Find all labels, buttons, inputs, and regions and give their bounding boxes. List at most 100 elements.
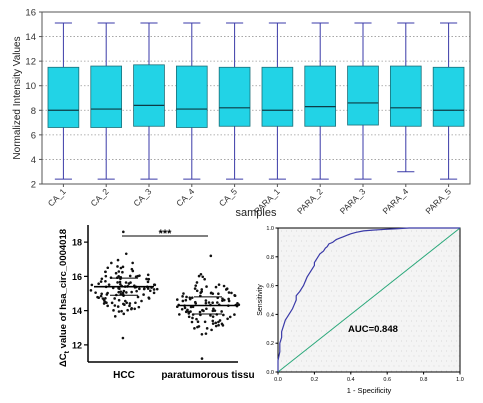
texture-dot (431, 240, 432, 242)
texture-dot (366, 350, 367, 352)
texture-dot (458, 365, 460, 367)
texture-dot (333, 235, 335, 237)
data-point (116, 265, 119, 268)
texture-dot (426, 330, 427, 332)
texture-dot (358, 295, 360, 297)
data-point (222, 298, 226, 302)
texture-dot (288, 335, 290, 337)
texture-dot (351, 330, 352, 332)
roc-x-label: 1 - Specificity (347, 386, 392, 395)
texture-dot (446, 340, 447, 342)
texture-dot (321, 260, 322, 262)
x-tick-label: CA_5 (217, 186, 239, 208)
texture-dot (378, 325, 380, 327)
texture-dot (398, 265, 400, 267)
texture-dot (408, 275, 410, 277)
texture-dot (281, 270, 282, 272)
dotplot-y-label-subscript: t (64, 350, 71, 353)
texture-dot (401, 340, 402, 342)
texture-dot (346, 340, 347, 342)
texture-dot (406, 310, 407, 312)
texture-dot (401, 280, 402, 282)
data-point (204, 301, 208, 305)
texture-dot (363, 335, 365, 337)
texture-dot (303, 335, 305, 337)
texture-dot (386, 270, 387, 272)
y-tick-label: 0.8 (266, 255, 274, 261)
texture-dot (383, 365, 385, 367)
texture-dot (298, 325, 300, 327)
texture-dot (396, 340, 397, 342)
texture-dot (356, 360, 357, 362)
texture-dot (391, 240, 392, 242)
roc-reference-line (277, 227, 461, 373)
texture-dot (378, 305, 380, 307)
texture-dot (403, 275, 405, 277)
data-point (138, 287, 141, 291)
texture-dot (426, 230, 427, 232)
texture-dot (336, 300, 337, 302)
texture-dot (446, 330, 447, 332)
data-point (104, 274, 108, 278)
texture-dot (446, 270, 447, 272)
data-point (193, 300, 197, 304)
texture-dot (396, 260, 397, 262)
texture-dot (328, 265, 330, 267)
texture-dot (326, 360, 327, 362)
texture-dot (286, 250, 287, 252)
texture-dot (453, 315, 455, 317)
box-ca-5 (218, 22, 251, 180)
texture-dot (373, 245, 375, 247)
y-tick-label: 14 (72, 306, 82, 316)
texture-dot (293, 295, 295, 297)
texture-dot (446, 350, 447, 352)
texture-dot (406, 290, 407, 292)
texture-dot (378, 265, 380, 267)
texture-dot (436, 280, 437, 282)
texture-dot (316, 270, 317, 272)
texture-dot (383, 315, 385, 317)
box-para-1 (261, 22, 294, 180)
data-point (133, 307, 136, 311)
data-point (226, 317, 229, 321)
texture-dot (376, 240, 377, 242)
texture-dot (298, 335, 300, 337)
texture-dot (371, 360, 372, 362)
texture-dot (418, 305, 420, 307)
texture-dot (326, 270, 327, 272)
texture-dot (386, 370, 387, 372)
texture-dot (343, 265, 345, 267)
texture-dot (366, 240, 367, 242)
texture-dot (326, 290, 327, 292)
texture-dot (456, 320, 457, 322)
texture-dot (308, 305, 310, 307)
texture-dot (366, 250, 367, 252)
texture-dot (288, 275, 290, 277)
texture-dot (303, 245, 305, 247)
texture-dot (411, 350, 412, 352)
texture-dot (408, 325, 410, 327)
data-point (113, 304, 117, 307)
texture-dot (331, 270, 332, 272)
texture-dot (348, 295, 350, 297)
texture-dot (366, 270, 367, 272)
texture-dot (408, 305, 410, 307)
texture-dot (376, 300, 377, 302)
texture-dot (341, 340, 342, 342)
data-point (114, 271, 118, 275)
texture-dot (378, 345, 380, 347)
texture-dot (441, 350, 442, 352)
texture-dot (371, 280, 372, 282)
texture-dot (351, 270, 352, 272)
texture-dot (456, 280, 457, 282)
texture-dot (411, 320, 412, 322)
texture-dot (401, 330, 402, 332)
texture-dot (453, 355, 455, 357)
texture-dot (311, 350, 312, 352)
texture-dot (363, 355, 365, 357)
texture-dot (443, 235, 445, 237)
texture-dot (441, 270, 442, 272)
texture-dot (361, 340, 362, 342)
texture-dot (326, 250, 327, 252)
